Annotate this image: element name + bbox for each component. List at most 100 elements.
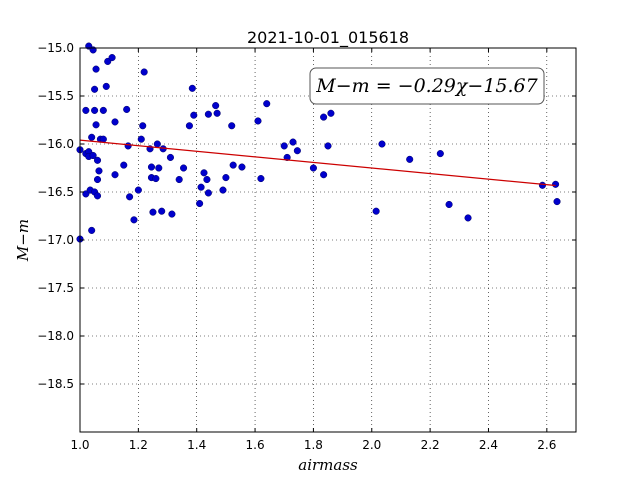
- data-point: [553, 198, 561, 206]
- data-point: [168, 210, 176, 218]
- data-point: [88, 226, 96, 234]
- data-point: [99, 135, 107, 143]
- data-point: [102, 82, 110, 90]
- x-tick-label: 2.0: [362, 438, 381, 452]
- x-tick-label: 1.0: [70, 438, 89, 452]
- y-tick-label: −17.0: [37, 233, 74, 247]
- data-point: [89, 151, 97, 160]
- data-point: [149, 208, 157, 216]
- data-point: [257, 175, 265, 183]
- data-point: [552, 180, 560, 188]
- data-point: [280, 142, 288, 150]
- data-point: [327, 109, 335, 117]
- data-point: [166, 153, 174, 161]
- data-point: [152, 175, 160, 183]
- data-point: [283, 153, 291, 161]
- data-point: [126, 193, 134, 201]
- data-point: [91, 85, 99, 93]
- equation-box: M−m = −0.29χ−15.67: [309, 67, 545, 105]
- x-tick-label: 1.2: [129, 438, 148, 452]
- data-point: [147, 163, 156, 171]
- data-point: [134, 186, 142, 194]
- y-axis-label: M−m: [14, 219, 32, 262]
- data-point: [180, 164, 188, 172]
- data-point: [406, 155, 414, 163]
- y-tick-label: −15.0: [37, 41, 74, 55]
- data-point: [95, 167, 103, 175]
- data-point: [203, 175, 211, 184]
- data-point: [372, 207, 380, 215]
- data-point: [111, 171, 119, 179]
- data-point: [108, 54, 116, 62]
- data-point: [320, 171, 328, 179]
- data-point: [213, 109, 221, 117]
- data-point: [92, 121, 100, 129]
- y-tick-label: −16.0: [37, 137, 74, 151]
- data-point: [254, 117, 262, 125]
- data-point: [219, 186, 227, 194]
- y-tick-label: −15.5: [37, 89, 74, 103]
- data-point: [175, 175, 183, 184]
- data-point: [289, 138, 297, 146]
- data-point: [538, 181, 546, 189]
- x-tick-label: 2.4: [479, 438, 498, 452]
- data-point: [137, 135, 145, 143]
- data-point: [99, 106, 107, 114]
- equation-text: M−m = −0.29χ−15.67: [315, 75, 538, 97]
- data-point: [309, 164, 317, 172]
- x-tick-label: 1.4: [187, 438, 206, 452]
- data-point: [124, 142, 132, 150]
- x-tick-label: 2.2: [421, 438, 440, 452]
- data-point: [222, 174, 230, 182]
- data-point: [436, 150, 444, 158]
- data-point: [212, 102, 220, 110]
- data-point: [200, 169, 208, 177]
- data-point: [93, 175, 102, 184]
- data-point: [130, 216, 138, 224]
- data-point: [88, 133, 96, 141]
- x-tick-label: 1.8: [304, 438, 323, 452]
- grid-layer: [80, 48, 576, 432]
- y-tick-label: −18.0: [37, 329, 74, 343]
- data-point: [445, 200, 453, 209]
- data-point: [158, 207, 166, 215]
- data-point: [204, 110, 212, 118]
- data-point: [120, 161, 128, 169]
- y-axis-ticks: −15.0 −15.5 −16.0 −16.5 −17.0 −17.5 −18.0 −18.5: [37, 41, 576, 391]
- data-point: [229, 161, 237, 169]
- data-point: [140, 68, 148, 76]
- data-point: [185, 122, 193, 130]
- data-point: [320, 113, 328, 121]
- data-point: [153, 140, 161, 148]
- data-point: [155, 164, 163, 172]
- data-point: [324, 142, 332, 150]
- data-point: [188, 84, 196, 92]
- data-point: [92, 65, 100, 73]
- fit-line-layer: [79, 139, 556, 187]
- x-tick-label: 2.6: [537, 438, 556, 452]
- y-tick-label: −18.5: [37, 377, 74, 391]
- data-point: [111, 118, 119, 126]
- fit-line: [79, 139, 556, 187]
- equation-box-frame: [309, 67, 545, 105]
- data-point: [238, 163, 246, 171]
- data-point: [93, 192, 102, 200]
- data-points: [76, 42, 561, 243]
- data-point: [196, 199, 204, 208]
- x-tick-label: 1.6: [246, 438, 265, 452]
- data-point: [197, 183, 205, 191]
- chart-title: 2021-10-01_015618: [247, 28, 409, 48]
- y-tick-label: −17.5: [37, 281, 74, 295]
- data-point: [378, 140, 386, 148]
- data-point: [93, 156, 102, 164]
- y-tick-label: −16.5: [37, 185, 74, 199]
- data-point: [464, 214, 472, 222]
- data-point: [204, 189, 212, 197]
- data-point: [139, 122, 147, 130]
- data-point: [91, 106, 99, 114]
- x-axis-ticks: 1.0 1.2 1.4 1.6 1.8 2.0 2.2 2.4 2.6: [70, 48, 556, 452]
- data-point: [123, 105, 131, 113]
- x-axis-label: airmass: [298, 456, 358, 474]
- data-point: [82, 106, 90, 114]
